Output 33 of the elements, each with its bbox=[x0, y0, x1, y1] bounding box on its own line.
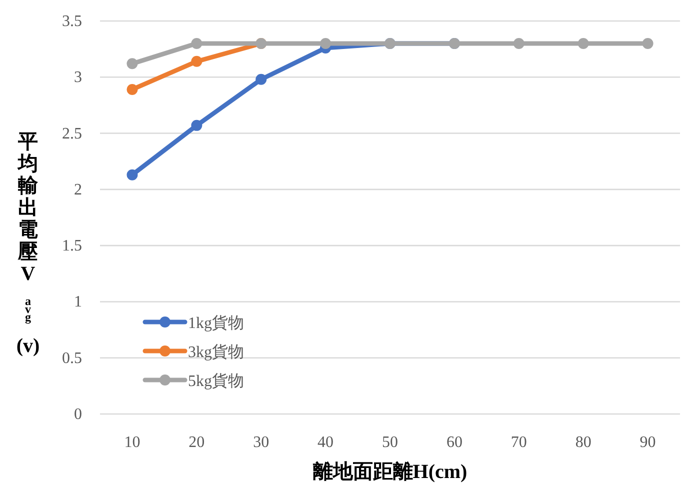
legend-label: 3kg貨物 bbox=[188, 343, 244, 361]
x-tick-label: 60 bbox=[446, 434, 462, 451]
y-tick-label: 0.5 bbox=[62, 350, 82, 367]
y-tick-label: 2 bbox=[74, 181, 82, 198]
point bbox=[191, 120, 202, 131]
y-tick-label: 3.5 bbox=[62, 13, 82, 30]
y-tick-label: 2.5 bbox=[62, 125, 82, 142]
point bbox=[256, 74, 267, 85]
y-tick-label: 1.5 bbox=[62, 238, 82, 255]
legend-label: 5kg貨物 bbox=[188, 372, 244, 390]
y-tick-label: 1 bbox=[74, 294, 82, 311]
x-tick-label: 50 bbox=[382, 434, 398, 451]
y-tick-label: 0 bbox=[74, 406, 82, 423]
x-tick-label: 40 bbox=[318, 434, 334, 451]
x-tick-label: 90 bbox=[640, 434, 656, 451]
point bbox=[126, 58, 138, 70]
point bbox=[320, 38, 332, 49]
point bbox=[642, 38, 654, 49]
x-tick-label: 10 bbox=[124, 434, 140, 451]
x-tick-label: 80 bbox=[575, 434, 592, 451]
y-tick-label: 3 bbox=[74, 69, 82, 86]
point bbox=[126, 84, 138, 95]
x-tick-label: 20 bbox=[188, 434, 205, 451]
point bbox=[191, 56, 202, 67]
text: 平均輸出電壓Vavg(v) bbox=[16, 131, 40, 357]
x-tick-label: 70 bbox=[510, 434, 527, 451]
point bbox=[191, 38, 202, 49]
x-tick-label: 30 bbox=[253, 434, 270, 451]
point bbox=[578, 38, 589, 49]
x-axis-title: 離地面距離H(cm) bbox=[312, 461, 468, 483]
point bbox=[126, 169, 138, 180]
legend-label: 1kg貨物 bbox=[188, 314, 244, 332]
point bbox=[513, 38, 524, 49]
